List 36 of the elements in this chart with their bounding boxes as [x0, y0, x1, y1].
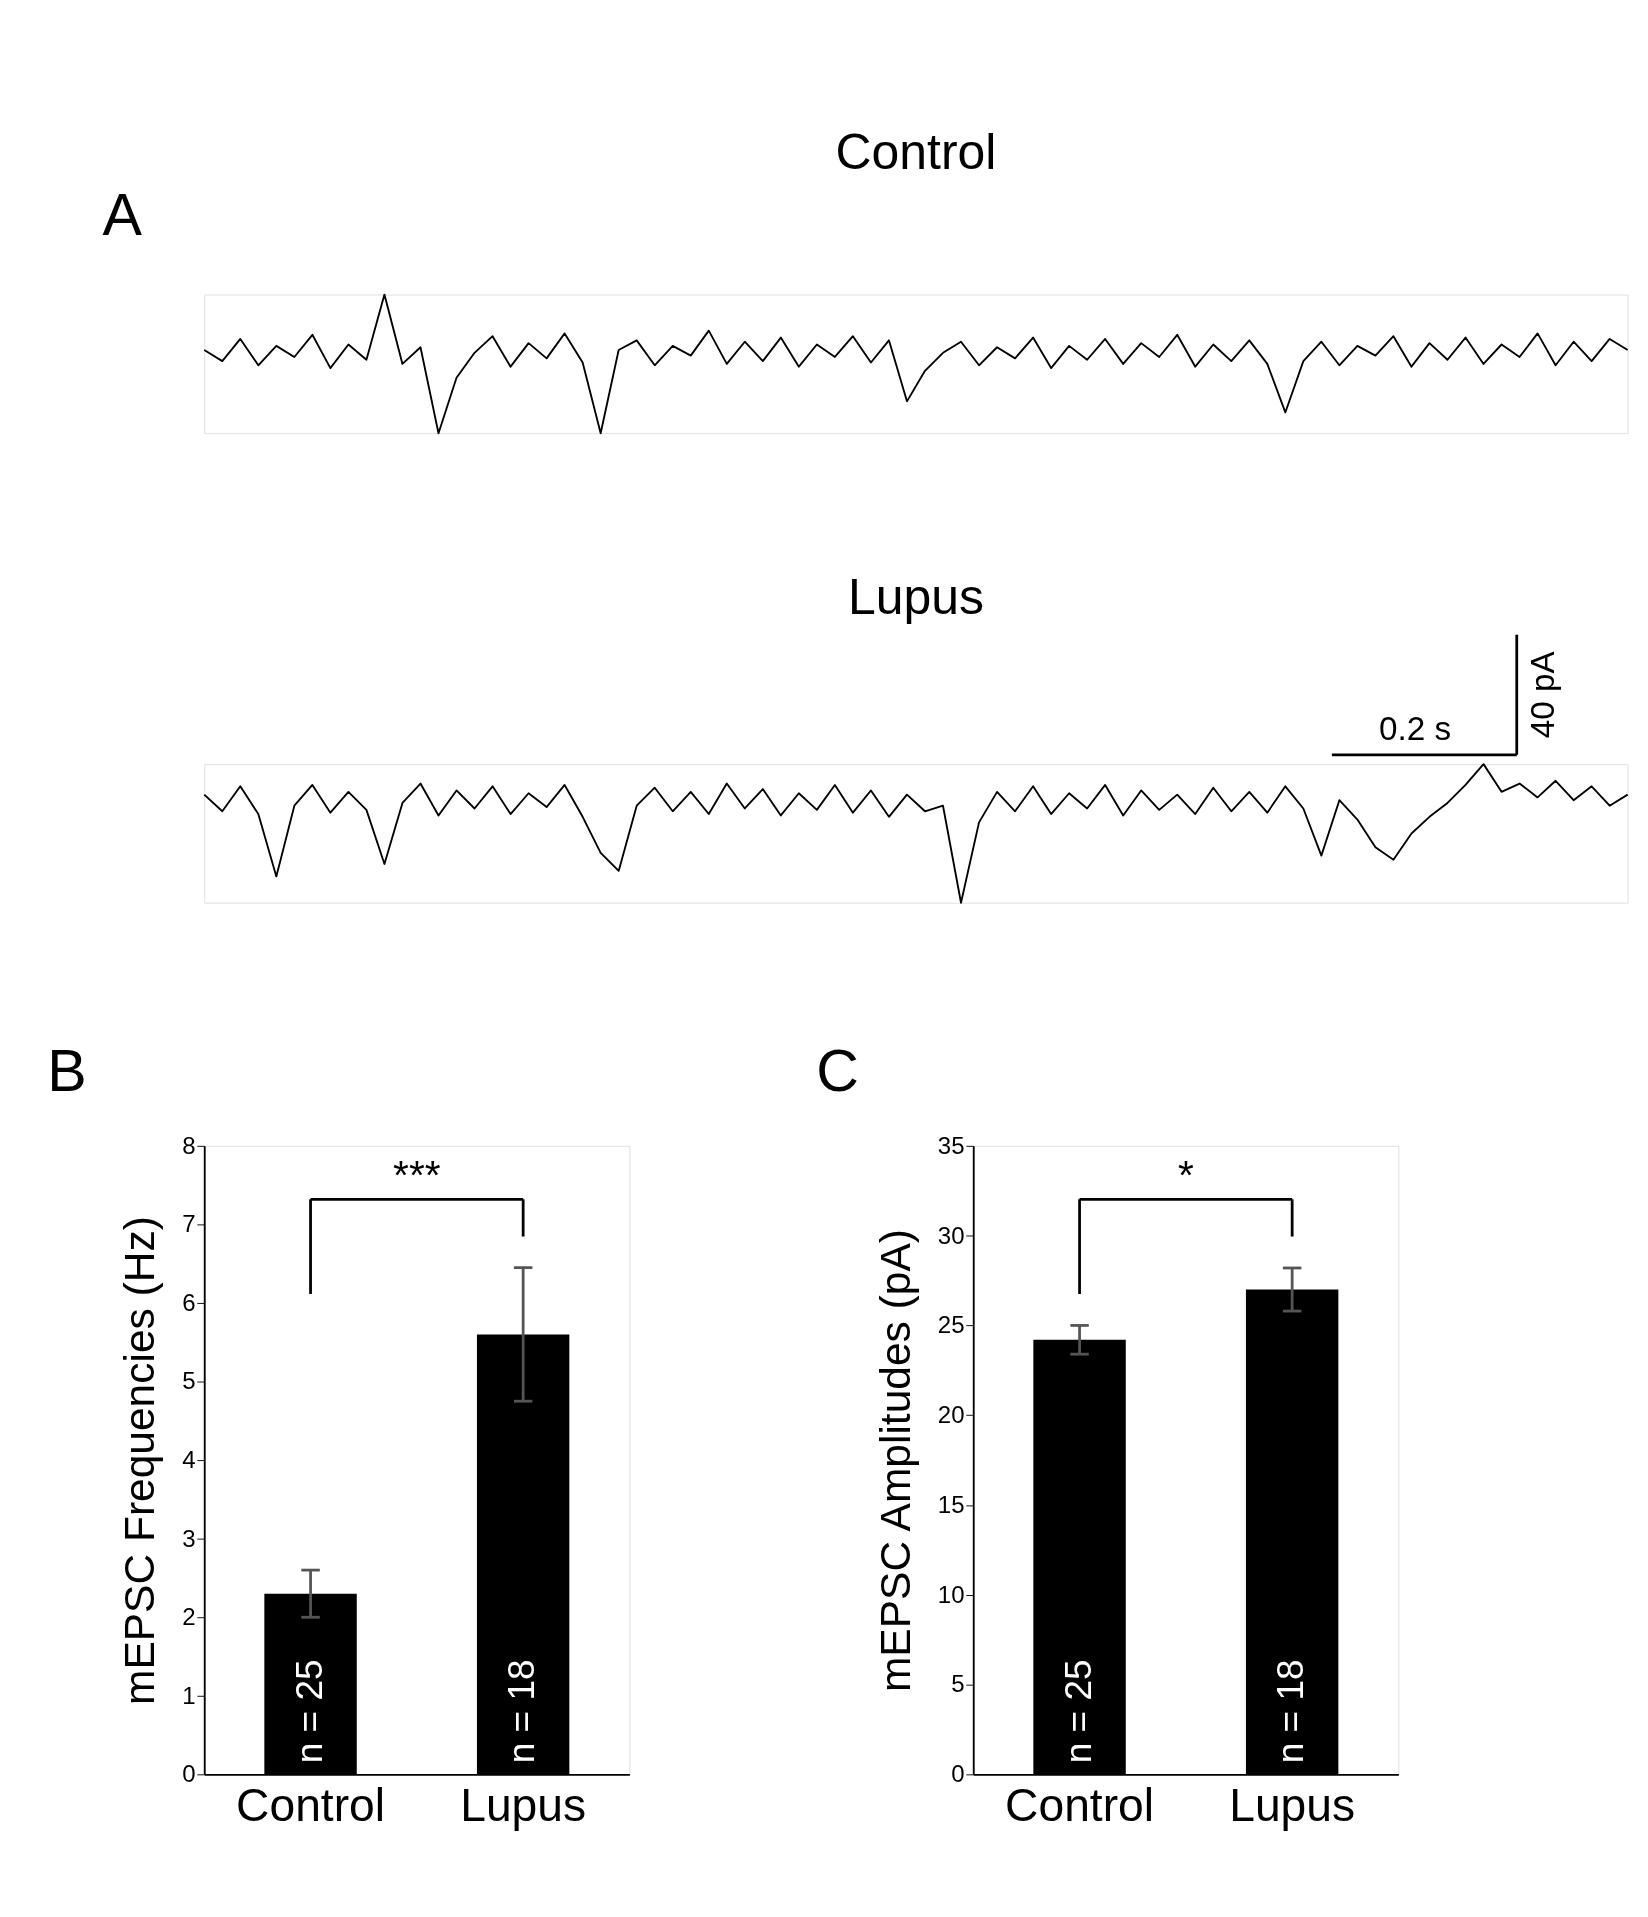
y-tick-label: 10	[937, 1580, 965, 1608]
y-tick-label: 30	[937, 1221, 965, 1249]
text: 40 pA	[1523, 650, 1561, 739]
y-tick-label: 0	[182, 1760, 196, 1788]
text: A	[102, 181, 143, 249]
y-tick-label: 20	[937, 1401, 965, 1429]
y-tick-label: 5	[182, 1367, 196, 1395]
x-tick-label: Lupus	[460, 1779, 587, 1832]
y-tick-label: 2	[182, 1603, 196, 1631]
y-axis-title: mEPSC Frequencies (Hz)	[116, 1216, 164, 1706]
y-tick-label: 3	[182, 1524, 196, 1552]
chart-title: Lupus	[847, 568, 984, 625]
y-tick-label: 5	[951, 1670, 965, 1698]
y-tick-label: 7	[182, 1210, 196, 1238]
text: B	[47, 1037, 87, 1105]
annotation: n = 25	[288, 1659, 330, 1764]
text: 0.2 s	[1379, 710, 1452, 748]
y-tick-label: 35	[937, 1131, 965, 1159]
y-tick-label: 4	[182, 1445, 196, 1473]
y-tick-label: 6	[182, 1288, 196, 1316]
y-axis-title: mEPSC Amplitudes (pA)	[872, 1229, 920, 1693]
annotation: ***	[393, 1152, 441, 1199]
y-tick-label: 8	[182, 1131, 196, 1159]
annotation: *	[1177, 1152, 1194, 1199]
x-tick-label: Lupus	[1229, 1779, 1356, 1832]
y-tick-label: 15	[937, 1490, 965, 1518]
x-tick-label: Control	[1005, 1779, 1155, 1832]
x-tick-label: Control	[236, 1779, 386, 1832]
annotation: n = 18	[1270, 1659, 1312, 1764]
text: C	[816, 1037, 859, 1105]
chart-title: Control	[835, 123, 997, 180]
y-tick-label: 1	[182, 1681, 196, 1709]
y-tick-label: 25	[937, 1311, 965, 1339]
annotation: n = 25	[1057, 1659, 1099, 1764]
annotation: n = 18	[501, 1659, 543, 1764]
y-tick-label: 0	[951, 1760, 965, 1788]
